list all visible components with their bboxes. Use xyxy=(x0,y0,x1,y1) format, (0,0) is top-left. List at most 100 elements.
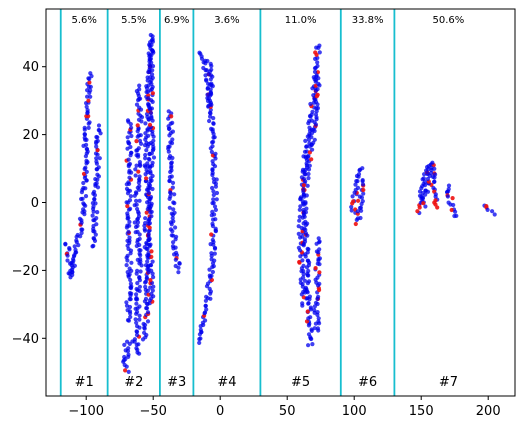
data-point-4 xyxy=(137,83,142,88)
data-point-16 xyxy=(423,204,428,209)
data-point-4 xyxy=(138,133,143,138)
data-point-2 xyxy=(122,354,127,360)
data-point-16 xyxy=(426,164,431,169)
data-point-11 xyxy=(305,309,310,314)
data-point-11 xyxy=(303,219,308,224)
data-point-11 xyxy=(301,192,306,197)
data-point-11 xyxy=(305,183,310,188)
data-point-1 xyxy=(95,172,100,177)
data-point-11 xyxy=(315,87,320,92)
data-point-6 xyxy=(149,291,154,297)
data-point-6 xyxy=(148,111,154,116)
data-point-6 xyxy=(148,40,153,45)
data-point-5 xyxy=(142,227,147,232)
data-point-1 xyxy=(94,144,99,149)
y-axis: −40 −20 0 20 40 xyxy=(12,60,46,347)
data-point-3 xyxy=(125,204,130,209)
data-point-15 xyxy=(435,205,440,210)
data-point-1 xyxy=(94,156,99,161)
data-point-8 xyxy=(204,68,209,73)
data-point-5 xyxy=(143,156,148,161)
data-point-8 xyxy=(213,184,218,189)
data-point-0 xyxy=(85,108,90,113)
data-point-5 xyxy=(146,133,151,138)
data-point-5 xyxy=(142,326,147,331)
data-point-10 xyxy=(301,263,306,268)
data-point-4 xyxy=(135,324,140,329)
data-point-11 xyxy=(312,137,317,142)
data-point-4 xyxy=(136,342,141,347)
data-point-3 xyxy=(126,180,131,185)
data-point-5 xyxy=(144,306,150,311)
data-point-13 xyxy=(349,208,354,213)
data-point-8 xyxy=(209,149,214,155)
data-point-11 xyxy=(306,301,311,306)
data-point-1 xyxy=(95,135,100,140)
data-point-6 xyxy=(146,253,151,258)
data-point-9 xyxy=(205,58,210,64)
data-point-12 xyxy=(312,304,317,309)
data-point-11 xyxy=(303,172,308,177)
data-point-8 xyxy=(201,65,206,71)
data-point-7 xyxy=(171,240,176,245)
data-point-5 xyxy=(145,310,151,315)
data-point-7 xyxy=(170,216,175,221)
data-point-1 xyxy=(93,151,99,156)
data-point-16 xyxy=(425,171,430,176)
data-point-4 xyxy=(134,292,139,297)
data-point-13 xyxy=(351,199,356,204)
data-point-11 xyxy=(303,285,308,290)
data-point-6 xyxy=(148,263,154,268)
data-point-12 xyxy=(313,266,318,271)
data-point-4 xyxy=(135,206,140,212)
data-point-8 xyxy=(197,50,202,55)
data-point-14 xyxy=(355,209,361,214)
data-point-4 xyxy=(132,203,137,208)
data-point-8 xyxy=(214,190,220,196)
x-tick-label: −100 xyxy=(68,404,104,419)
data-point-6 xyxy=(146,96,151,101)
data-point-6 xyxy=(150,64,156,69)
data-point-6 xyxy=(149,209,154,214)
data-point-10 xyxy=(298,195,303,200)
data-point-7 xyxy=(170,155,175,161)
data-point-11 xyxy=(303,231,308,236)
data-point-4 xyxy=(135,309,140,315)
data-point-3 xyxy=(127,266,132,271)
data-point-18 xyxy=(492,212,497,217)
data-point-8 xyxy=(198,327,203,332)
data-point-0 xyxy=(85,88,90,93)
data-point-4 xyxy=(137,304,142,309)
data-point-6 xyxy=(148,179,153,184)
data-point-5 xyxy=(144,176,149,181)
data-point-12 xyxy=(312,326,317,331)
data-point-8 xyxy=(210,159,215,164)
data-point-7 xyxy=(169,141,175,146)
data-point-8 xyxy=(212,251,217,256)
data-point-0 xyxy=(86,76,91,81)
data-point-4 xyxy=(135,123,140,128)
data-point-4 xyxy=(138,248,143,253)
data-point-5 xyxy=(144,168,149,173)
data-point-7 xyxy=(171,207,176,212)
data-point-3 xyxy=(124,300,129,305)
data-point-1 xyxy=(91,204,96,209)
data-point-3 xyxy=(129,133,134,139)
data-point-8 xyxy=(211,121,216,126)
data-point-4 xyxy=(137,96,142,102)
data-point-0 xyxy=(75,232,80,238)
data-point-7 xyxy=(173,237,178,242)
data-point-14 xyxy=(360,199,365,204)
data-point-4 xyxy=(137,275,142,280)
data-point-1 xyxy=(95,210,100,215)
data-point-5 xyxy=(144,140,149,145)
data-point-16 xyxy=(426,167,431,172)
data-point-0 xyxy=(86,98,91,103)
data-point-11 xyxy=(308,315,313,320)
data-point-8 xyxy=(210,264,215,270)
data-point-7 xyxy=(167,205,172,210)
data-point-0 xyxy=(80,227,85,232)
data-point-3 xyxy=(127,291,133,296)
data-point-4 xyxy=(137,105,142,110)
data-point-3 xyxy=(124,303,130,308)
